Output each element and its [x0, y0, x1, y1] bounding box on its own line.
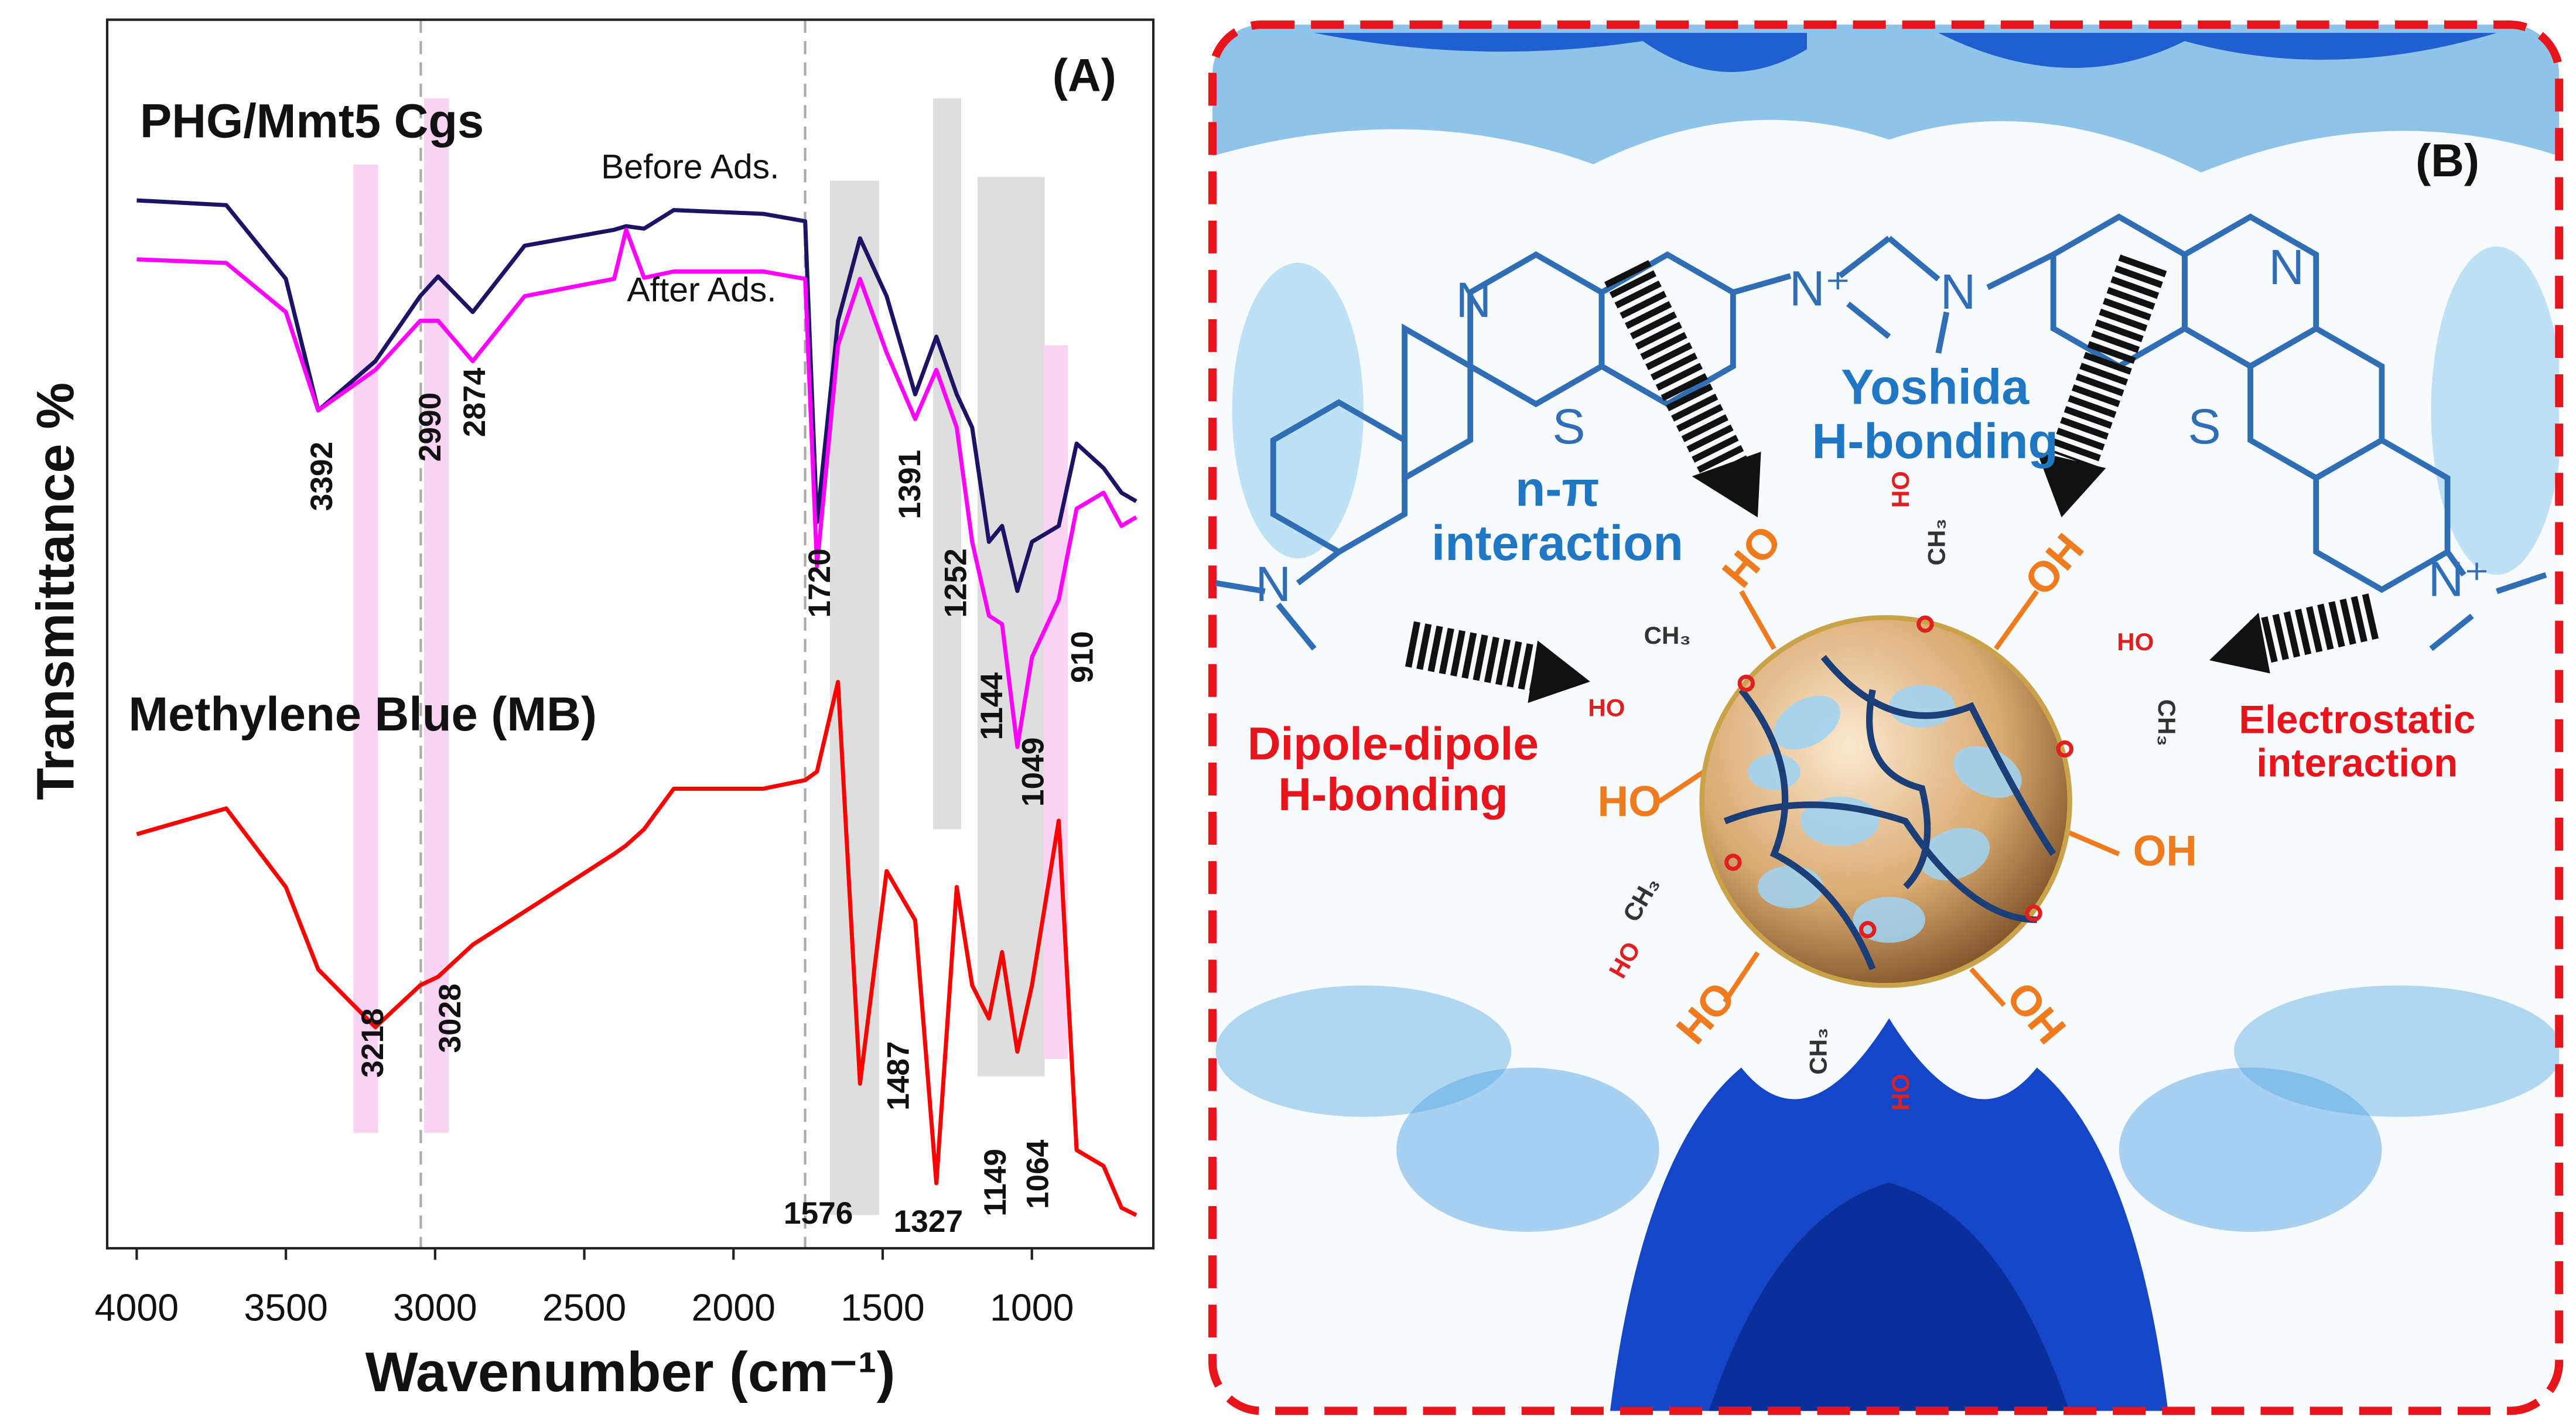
series-label: Methylene Blue (MB)	[128, 688, 596, 741]
small-group: HO	[1887, 471, 1914, 508]
panel-a: 4000 3500 3000 2500 2000 1500 1000 Wavenumber (…	[26, 18, 1155, 1403]
peak-label: 1252	[938, 548, 973, 618]
peak-label: 3392	[305, 442, 339, 511]
peak-label: 1327	[894, 1204, 964, 1239]
small-group: CH₃	[1644, 621, 1691, 649]
chart-title: PHG/Mmt5 Cgs	[140, 95, 484, 148]
interaction-label: n-π	[1515, 461, 1600, 516]
peak-label: 1487	[881, 1041, 915, 1111]
small-group: HO	[1588, 694, 1625, 721]
peak-label: 2874	[457, 367, 492, 437]
functional-group: OH	[2133, 827, 2197, 875]
y-axis-label: Transmittance %	[26, 383, 85, 800]
x-tick-label: 3500	[244, 1287, 327, 1329]
atom-label: N	[1940, 264, 1976, 319]
small-group: CH₃	[1922, 518, 1950, 565]
peak-label: 1576	[784, 1196, 853, 1231]
x-axis-label: Wavenumber (cm⁻¹)	[365, 1341, 896, 1403]
x-tick-label: 3000	[393, 1287, 477, 1329]
x-tick-label: 1500	[841, 1287, 924, 1329]
series-label: Before Ads.	[601, 148, 779, 186]
spectrum-line	[136, 679, 1137, 1217]
x-tick-label: 1000	[990, 1287, 1074, 1329]
highlight-band	[424, 98, 449, 1133]
interaction-label: interaction	[1432, 515, 1683, 571]
highlight-band	[353, 165, 378, 1133]
atom-label: N⁺	[2428, 552, 2490, 607]
small-group: HO	[1887, 1074, 1914, 1111]
peak-label: 1391	[893, 450, 927, 520]
interaction-label: Dipole-dipole	[1248, 718, 1539, 770]
series-label: After Ads.	[627, 271, 776, 309]
peak-label: 2990	[413, 392, 447, 462]
atom-label: N	[2268, 240, 2304, 295]
arrows	[1405, 254, 2379, 704]
atom-label: N	[1456, 272, 1491, 327]
interaction-label: Yoshida	[1841, 360, 2030, 415]
interaction-label: H-bonding	[1278, 769, 1508, 820]
panel-label: (A)	[1053, 49, 1116, 101]
highlight-band	[933, 98, 961, 829]
nanocomposite	[1658, 589, 2120, 1007]
interaction-label: Electrostatic	[2239, 698, 2475, 742]
peak-label: 3028	[433, 984, 467, 1053]
x-tick-label: 4000	[95, 1287, 179, 1329]
panel-b: (B)YoshidaH-bondingn-πinteractionDipole-…	[1208, 21, 2564, 1415]
interaction-label: interaction	[2256, 742, 2458, 786]
small-group: CH₃	[2153, 699, 2181, 746]
spectrum-line	[136, 227, 1137, 749]
panel-border	[1208, 21, 2564, 1415]
peak-label: 3218	[356, 1008, 390, 1077]
background-texture	[1212, 25, 2560, 1411]
peak-label: 1149	[978, 1149, 1013, 1217]
molecules	[1215, 213, 2547, 651]
peak-label: 1720	[802, 548, 837, 618]
peak-label: 1064	[1021, 1139, 1055, 1209]
plot-frame	[105, 18, 1155, 1250]
x-tick-label: 2500	[542, 1287, 626, 1329]
highlight-band	[978, 177, 1045, 1077]
peak-label: 1049	[1016, 737, 1050, 807]
small-group: CH₃	[1805, 1027, 1832, 1074]
small-group: HO	[2117, 628, 2154, 655]
functional-group: HO	[1598, 778, 1662, 825]
atom-label: S	[1552, 399, 1585, 454]
atom-label: N	[1255, 556, 1291, 612]
x-tick-label: 2000	[692, 1287, 775, 1329]
panel-label: (B)	[2416, 135, 2479, 186]
peak-label: 910	[1065, 631, 1099, 683]
spectrum-line	[136, 198, 1137, 593]
peak-label: 1144	[975, 672, 1009, 740]
atom-label: N⁺	[1789, 261, 1851, 316]
atom-label: S	[2188, 399, 2221, 454]
interaction-label: H-bonding	[1812, 414, 2058, 469]
